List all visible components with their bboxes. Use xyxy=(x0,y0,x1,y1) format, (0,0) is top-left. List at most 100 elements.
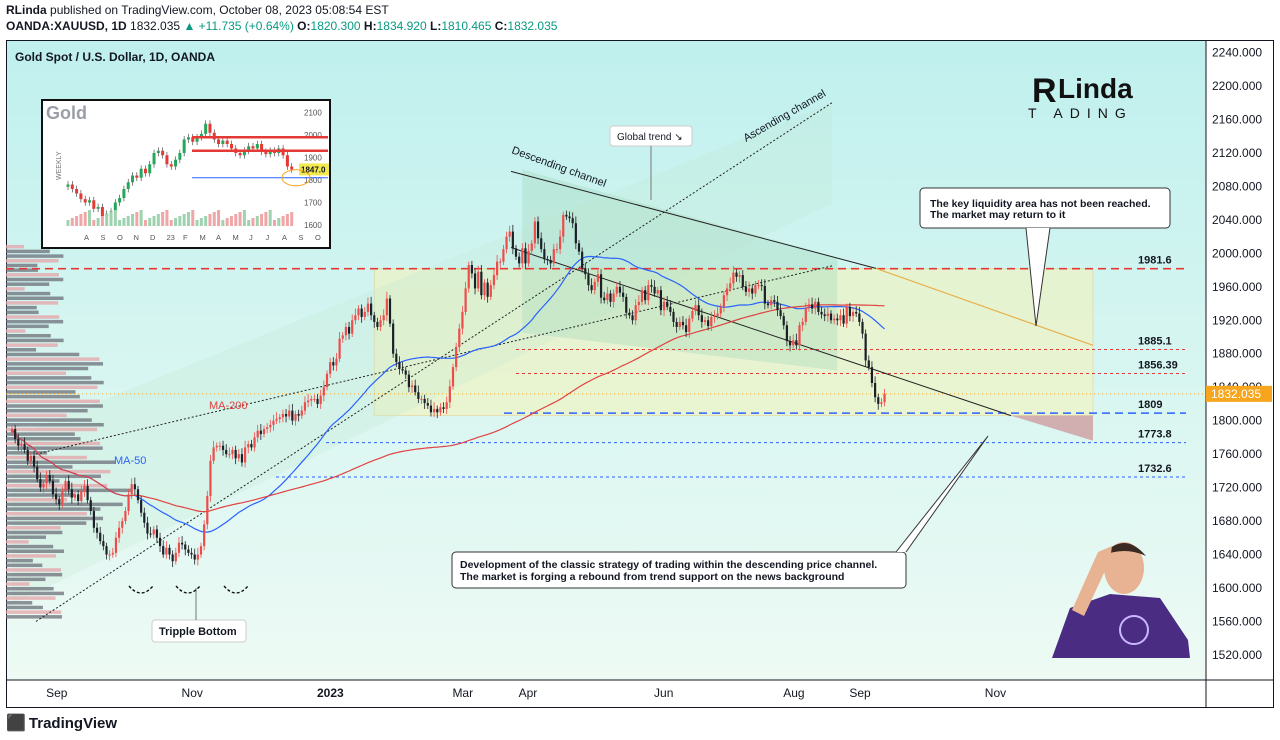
price-tick: 2120.000 xyxy=(1212,146,1262,160)
inset-candle xyxy=(217,139,221,144)
inset-candle xyxy=(268,150,272,155)
candle-body xyxy=(278,417,281,419)
volume-profile-bar xyxy=(6,549,64,553)
inset-price-tag-label: 1847.0 xyxy=(301,165,326,174)
candle-body xyxy=(880,402,883,404)
inset-price-tick: 1800 xyxy=(304,176,322,185)
logo-linda: Linda xyxy=(1058,73,1133,104)
candle-body xyxy=(725,288,729,296)
author-name[interactable]: RLinda xyxy=(6,3,47,17)
candle-body xyxy=(826,313,829,317)
candle-body xyxy=(379,320,382,327)
inset-volume-bar xyxy=(75,216,79,226)
descending-channel-upper xyxy=(510,170,877,269)
candle-body xyxy=(212,447,215,461)
inset-volume-bar xyxy=(113,210,117,226)
candle-body xyxy=(174,552,177,562)
candle-body xyxy=(817,301,820,312)
volume-profile-bar xyxy=(6,404,103,408)
candle-body xyxy=(272,420,275,425)
price-tick: 1720.000 xyxy=(1212,481,1262,495)
candle-body xyxy=(751,288,754,294)
inset-candle xyxy=(251,146,255,149)
candle-body xyxy=(672,311,675,322)
inset-candle xyxy=(66,184,70,187)
candle-body xyxy=(420,398,423,400)
candle-body xyxy=(190,552,193,555)
candle-body xyxy=(199,546,203,555)
inset-time-tick: A xyxy=(282,233,287,242)
candle-body xyxy=(587,274,590,286)
volume-profile-bar xyxy=(6,408,88,413)
volume-profile-bar xyxy=(6,310,39,315)
candle-body xyxy=(874,383,877,398)
candle-body xyxy=(23,444,26,450)
candle-body xyxy=(410,385,414,388)
candle-body xyxy=(140,500,143,513)
candle-body xyxy=(489,285,492,297)
inset-candle xyxy=(88,200,92,203)
inset-volume-bar xyxy=(118,220,122,226)
inset-candle xyxy=(113,202,117,212)
candle-body xyxy=(748,288,751,292)
bottom-arc xyxy=(223,585,249,594)
volume-profile-bar xyxy=(6,615,62,619)
inset-volume-bar xyxy=(100,216,104,226)
volume-profile-bar xyxy=(6,277,64,282)
volume-profile-bar xyxy=(6,535,46,539)
candle-body xyxy=(848,306,851,317)
candle-body xyxy=(111,552,114,555)
inset-volume-bar xyxy=(131,214,135,226)
high-value: 1834.920 xyxy=(376,19,427,33)
footer-brand: TradingView xyxy=(28,714,118,732)
price-value: 1832.035 xyxy=(130,19,181,33)
volume-profile-bar xyxy=(6,380,104,385)
volume-profile-bar xyxy=(6,497,68,502)
candle-body xyxy=(127,494,130,512)
candle-body xyxy=(628,312,631,316)
candle-body xyxy=(650,285,653,287)
volume-profile-bar xyxy=(6,512,87,516)
inset-volume-bar xyxy=(79,214,83,226)
price-chart[interactable]: 1981.6 1885.1 1856.39 1809 1773.8 1732.6 Gold… xyxy=(6,40,1274,708)
candle-body xyxy=(455,347,458,368)
close-value: 1832.035 xyxy=(507,19,558,33)
inset-volume-bar xyxy=(152,216,156,226)
candle-body xyxy=(581,251,584,269)
candle-body xyxy=(275,418,278,421)
candle-body xyxy=(395,353,398,363)
candle-body xyxy=(842,315,845,324)
candle-body xyxy=(445,402,448,409)
volume-profile-bar xyxy=(6,268,39,272)
inset-volume-bar xyxy=(148,218,152,226)
volume-profile-bar xyxy=(6,357,100,361)
candle-body xyxy=(571,218,574,224)
candle-body xyxy=(294,413,297,421)
candle-body xyxy=(105,546,108,555)
candle-body xyxy=(442,407,445,409)
candle-body xyxy=(423,398,426,404)
candle-body xyxy=(804,307,807,322)
candle-body xyxy=(221,445,225,450)
volume-profile-bar xyxy=(6,259,59,263)
candle-body xyxy=(659,290,662,311)
candle-body xyxy=(237,454,240,459)
inset-volume-bar xyxy=(238,212,242,226)
inset-target-ellipse xyxy=(281,169,311,187)
candle-body xyxy=(870,367,874,384)
bottom-arc xyxy=(175,585,201,594)
liquidity-callout-tail xyxy=(1025,227,1051,327)
inset-candle xyxy=(195,137,199,142)
candle-body xyxy=(307,400,310,403)
candle-body xyxy=(864,333,867,361)
volume-profile-bar xyxy=(6,390,76,394)
candle-body xyxy=(543,249,546,260)
inset-candle xyxy=(247,146,251,151)
candle-body xyxy=(464,288,467,312)
candle-body xyxy=(470,265,473,274)
time-tick: Nov xyxy=(985,686,1006,700)
volume-profile-bar xyxy=(6,333,51,338)
candle-body xyxy=(181,542,184,545)
person-sticker xyxy=(1052,542,1190,658)
time-tick: Nov xyxy=(182,686,203,700)
